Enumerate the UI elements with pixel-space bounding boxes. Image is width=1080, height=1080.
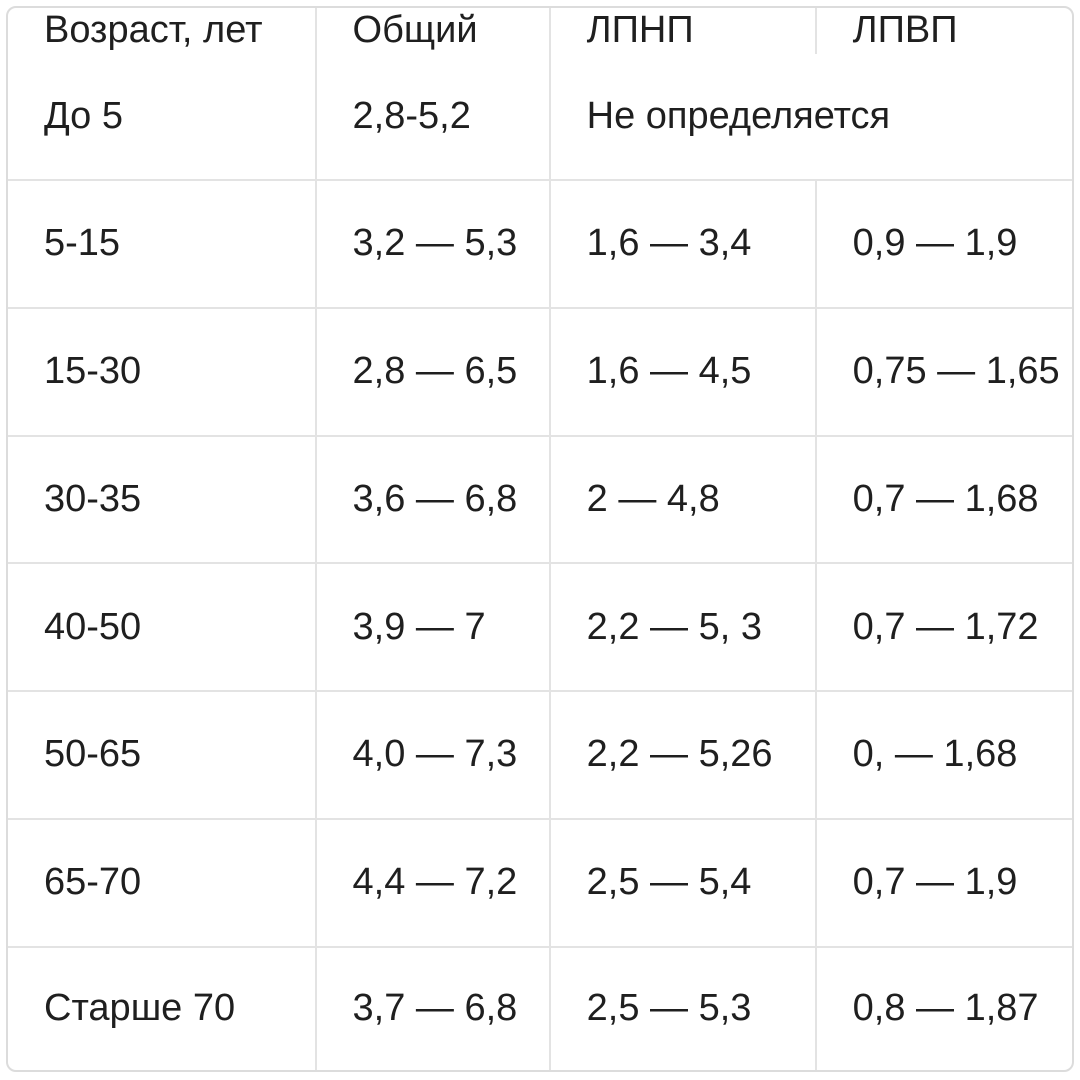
cell-total: 2,8-5,2 (317, 54, 551, 182)
cell-total: 3,2 — 5,3 (317, 181, 551, 309)
cell-total: 4,0 — 7,3 (317, 692, 551, 820)
table-container: Возраст, лет Общий ЛПНП ЛПВП До 5 2,8-5,… (0, 0, 1080, 1080)
table-row: 15-30 2,8 — 6,5 1,6 — 4,5 0,75 — 1,65 (8, 309, 1072, 437)
cell-total: 3,9 — 7 (317, 564, 551, 692)
cell-age: До 5 (8, 54, 317, 182)
cell-age: 30-35 (8, 437, 317, 565)
cell-age: 5-15 (8, 181, 317, 309)
col-header-total: Общий (317, 8, 551, 54)
table-row: 5-15 3,2 — 5,3 1,6 — 3,4 0,9 — 1,9 (8, 181, 1072, 309)
cell-total: 2,8 — 6,5 (317, 309, 551, 437)
cell-ldl: 2,5 — 5,3 (551, 948, 817, 1070)
table-row: 50-65 4,0 — 7,3 2,2 — 5,26 0, — 1,68 (8, 692, 1072, 820)
cell-ldl: 2,2 — 5,26 (551, 692, 817, 820)
table-row: 65-70 4,4 — 7,2 2,5 — 5,4 0,7 — 1,9 (8, 820, 1072, 948)
cell-total: 3,7 — 6,8 (317, 948, 551, 1070)
cell-hdl: 0,7 — 1,68 (817, 437, 1072, 565)
table-row: 30-35 3,6 — 6,8 2 — 4,8 0,7 — 1,68 (8, 437, 1072, 565)
cell-total: 3,6 — 6,8 (317, 437, 551, 565)
cholesterol-by-age-table: Возраст, лет Общий ЛПНП ЛПВП До 5 2,8-5,… (6, 6, 1074, 1072)
cell-hdl: 0,9 — 1,9 (817, 181, 1072, 309)
cell-ldl: 2,5 — 5,4 (551, 820, 817, 948)
col-header-hdl: ЛПВП (817, 8, 1072, 54)
cell-age: 50-65 (8, 692, 317, 820)
table-row: 40-50 3,9 — 7 2,2 — 5, 3 0,7 — 1,72 (8, 564, 1072, 692)
cell-total: 4,4 — 7,2 (317, 820, 551, 948)
cell-age: Старше 70 (8, 948, 317, 1070)
cell-hdl: 0, — 1,68 (817, 692, 1072, 820)
cell-hdl: 0,8 — 1,87 (817, 948, 1072, 1070)
table-header-row: Возраст, лет Общий ЛПНП ЛПВП (8, 8, 1072, 54)
cell-age: 40-50 (8, 564, 317, 692)
cell-age: 65-70 (8, 820, 317, 948)
cell-age: 15-30 (8, 309, 317, 437)
cell-hdl: 0,7 — 1,72 (817, 564, 1072, 692)
col-header-age: Возраст, лет (8, 8, 317, 54)
cell-ldl: 2,2 — 5, 3 (551, 564, 817, 692)
table-row: Старше 70 3,7 — 6,8 2,5 — 5,3 0,8 — 1,87 (8, 948, 1072, 1070)
cell-ldl-hdl-merged: Не определяется (551, 54, 1072, 182)
col-header-ldl: ЛПНП (551, 8, 817, 54)
table-row: До 5 2,8-5,2 Не определяется (8, 54, 1072, 182)
cell-ldl: 1,6 — 4,5 (551, 309, 817, 437)
cell-ldl: 2 — 4,8 (551, 437, 817, 565)
cell-hdl: 0,7 — 1,9 (817, 820, 1072, 948)
cell-ldl: 1,6 — 3,4 (551, 181, 817, 309)
cell-hdl: 0,75 — 1,65 (817, 309, 1072, 437)
